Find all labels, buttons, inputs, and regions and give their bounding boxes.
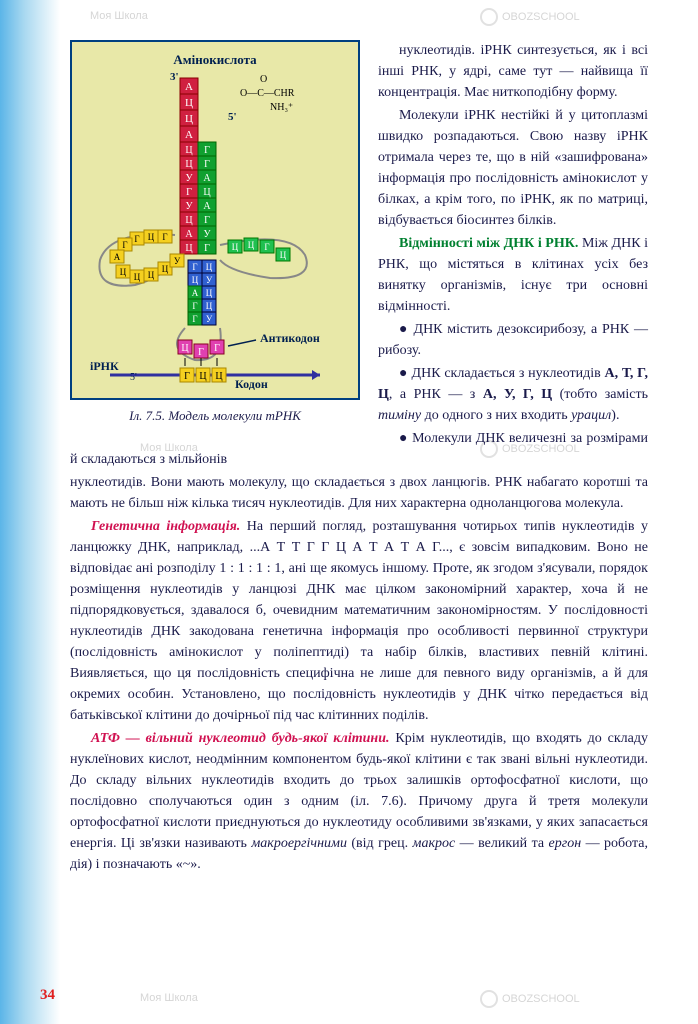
amino-label: Амінокислота xyxy=(173,52,257,67)
section-genetic: Генетична інформація. xyxy=(91,519,240,534)
svg-text:Г: Г xyxy=(162,232,167,242)
page-content: Амінокислота O O—C—CHR NH₃⁺ 3' 5' А Ц Ц xyxy=(0,0,698,897)
svg-text:Г: Г xyxy=(264,242,269,252)
chem-line: O—C—CHR xyxy=(240,88,295,99)
left-arm: Г Ц Г Г А Ц Ц Ц Ц У xyxy=(99,230,184,286)
irna-label: іРНК xyxy=(90,359,119,373)
anticodon-loop: Ц Г Г xyxy=(177,328,224,360)
svg-text:Ц: Ц xyxy=(185,243,192,254)
svg-text:У: У xyxy=(206,314,213,324)
three-prime: 3' xyxy=(170,71,179,83)
watermark-school-3: Моя Школа xyxy=(140,990,198,1007)
svg-text:А: А xyxy=(185,81,193,93)
chem-nh3: NH₃⁺ xyxy=(270,102,293,113)
figure-block: Амінокислота O O—C—CHR NH₃⁺ 3' 5' А Ц Ц xyxy=(70,40,360,426)
svg-text:У: У xyxy=(185,173,193,184)
svg-text:Ц: Ц xyxy=(199,371,206,382)
svg-text:Г: Г xyxy=(192,314,197,324)
svg-text:А: А xyxy=(185,129,193,141)
svg-text:А: А xyxy=(185,229,193,240)
svg-text:Г: Г xyxy=(186,187,192,198)
svg-text:Ц: Ц xyxy=(192,275,199,285)
svg-text:Ц: Ц xyxy=(185,159,192,170)
svg-text:Ц: Ц xyxy=(120,267,127,277)
svg-text:Г: Г xyxy=(204,215,210,226)
svg-text:Г: Г xyxy=(192,262,197,272)
svg-text:Ц: Ц xyxy=(206,301,213,311)
svg-text:А: А xyxy=(203,201,211,212)
svg-text:Ц: Ц xyxy=(185,113,193,125)
section-dnk-rnk: Відмінності між ДНК і РНК. xyxy=(399,236,578,251)
svg-text:Ц: Ц xyxy=(206,262,213,272)
page-number: 34 xyxy=(40,984,55,1007)
anticodon-label: Антикодон xyxy=(260,331,320,345)
main-stem: Ц Г Ц Г У А Г Ц У А Ц Г А У Ц Г xyxy=(180,142,216,254)
svg-text:Ц: Ц xyxy=(185,97,193,109)
acceptor-stem: А Ц Ц А xyxy=(180,78,198,142)
svg-text:Ц: Ц xyxy=(148,232,155,242)
svg-text:Ц: Ц xyxy=(134,272,141,282)
svg-text:Ц: Ц xyxy=(232,242,239,252)
chem-o: O xyxy=(260,74,267,85)
right-arm: Ц Ц Г Ц xyxy=(220,238,307,278)
svg-text:Ц: Ц xyxy=(203,187,210,198)
watermark-oboz-3: OBOZSCHOOL xyxy=(480,990,580,1008)
para-5: Генетична інформація. На перший погляд, … xyxy=(70,516,648,726)
five-prime-b: 5' xyxy=(130,372,137,383)
svg-text:Г: Г xyxy=(198,347,204,358)
svg-text:Г: Г xyxy=(204,243,210,254)
svg-text:Ц: Ц xyxy=(248,240,255,250)
anticodon-stem: Г Ц Ц У А Ц Г Ц Г У xyxy=(188,260,216,325)
svg-text:Ц: Ц xyxy=(185,145,192,156)
svg-text:А: А xyxy=(203,173,211,184)
trna-diagram: Амінокислота O O—C—CHR NH₃⁺ 3' 5' А Ц Ц xyxy=(80,50,350,390)
svg-text:Г: Г xyxy=(204,159,210,170)
section-atp: АТФ — вільний нуклеотид будь-якої клітин… xyxy=(91,731,389,746)
bullet-3: ● Молекули ДНК величезні за розмірами й … xyxy=(70,428,648,470)
svg-text:Г: Г xyxy=(184,371,190,382)
codon-label: Кодон xyxy=(235,377,268,390)
svg-text:У: У xyxy=(174,256,181,266)
svg-text:Г: Г xyxy=(122,240,127,250)
svg-text:Ц: Ц xyxy=(206,288,213,298)
svg-text:Ц: Ц xyxy=(148,270,155,280)
svg-text:Ц: Ц xyxy=(162,264,169,274)
svg-text:Ц: Ц xyxy=(181,343,188,354)
figure-frame: Амінокислота O O—C—CHR NH₃⁺ 3' 5' А Ц Ц xyxy=(70,40,360,400)
svg-text:Г: Г xyxy=(192,301,197,311)
svg-text:Г: Г xyxy=(134,234,139,244)
figure-caption: Іл. 7.5. Модель молекули тРНК xyxy=(70,406,360,426)
para-6: АТФ — вільний нуклеотид будь-якої клітин… xyxy=(70,728,648,875)
five-prime-a: 5' xyxy=(228,111,237,123)
svg-text:Ц: Ц xyxy=(280,250,287,260)
svg-text:Г: Г xyxy=(204,145,210,156)
svg-text:Ц: Ц xyxy=(215,371,222,382)
svg-text:У: У xyxy=(185,201,193,212)
svg-text:Г: Г xyxy=(214,343,220,354)
para-4: нуклеотидів. Вони мають молекулу, що скл… xyxy=(70,472,648,514)
svg-text:У: У xyxy=(206,275,213,285)
svg-text:У: У xyxy=(203,229,211,240)
svg-text:Ц: Ц xyxy=(185,215,192,226)
svg-text:А: А xyxy=(192,288,199,298)
svg-text:А: А xyxy=(114,252,121,262)
